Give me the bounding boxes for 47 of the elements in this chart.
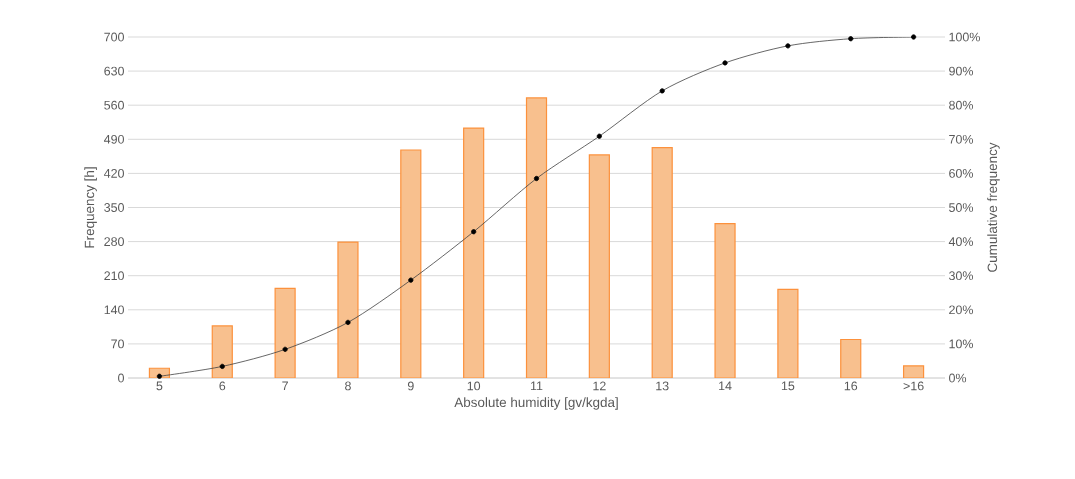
- y-axis-title: Frequency [h]: [84, 167, 97, 248]
- bar: [274, 287, 296, 378]
- y2-tick-label: 90%: [949, 66, 974, 76]
- x-tick-label: 14: [719, 381, 732, 391]
- y-tick-label: 140: [104, 305, 124, 315]
- y-tick-label: 350: [104, 203, 124, 212]
- bar: [337, 241, 359, 378]
- bar: [211, 325, 233, 378]
- x-tick-label: 11: [531, 381, 543, 391]
- y-tick-label: 0: [118, 373, 124, 383]
- y2-tick-label: 60%: [949, 169, 974, 178]
- x-tick-label: 6: [219, 381, 226, 391]
- y2-tick-label: 30%: [949, 271, 974, 281]
- bar: [588, 154, 610, 378]
- x-tick-label: 8: [345, 381, 351, 391]
- y2-tick-label: 80%: [949, 100, 974, 110]
- y2-tick-label: 100%: [949, 32, 980, 42]
- y-tick-label: 210: [104, 271, 124, 281]
- y-tick-label: 490: [103, 134, 124, 144]
- x-tick-label: 5: [156, 381, 163, 391]
- bar: [463, 127, 485, 378]
- y-tick-label: 700: [104, 32, 124, 42]
- y2-tick-label: 0%: [949, 373, 967, 383]
- y2-tick-label: 40%: [948, 237, 974, 247]
- y2-tick-label: 10%: [949, 339, 974, 349]
- x-tick-label: 10: [467, 381, 481, 391]
- y-tick-label: 420: [103, 169, 124, 178]
- x-axis-title: Absolute humidity [gv/kgda]: [454, 397, 618, 410]
- y-tick-label: 70: [111, 339, 124, 349]
- y2-tick-label: 20%: [949, 305, 974, 315]
- x-tick-label: 13: [656, 381, 669, 391]
- y-tick-label: 280: [104, 237, 124, 247]
- bar: [840, 338, 862, 378]
- x-tick-label: 16: [844, 381, 858, 391]
- y2-axis-title: Cumulative frequency: [987, 142, 1000, 272]
- x-tick-label: 15: [781, 381, 795, 391]
- x-tick-label: 9: [407, 381, 414, 391]
- x-tick-label: >16: [903, 381, 924, 391]
- y2-tick-label: 70%: [949, 134, 974, 144]
- y-tick-label: 560: [104, 100, 124, 110]
- bar: [400, 149, 422, 378]
- y-tick-label: 630: [104, 66, 124, 76]
- bar: [525, 97, 548, 378]
- bar: [651, 146, 673, 378]
- x-tick-label: 7: [282, 381, 288, 391]
- y2-tick-label: 50%: [949, 203, 974, 212]
- x-tick-label: 12: [593, 381, 606, 391]
